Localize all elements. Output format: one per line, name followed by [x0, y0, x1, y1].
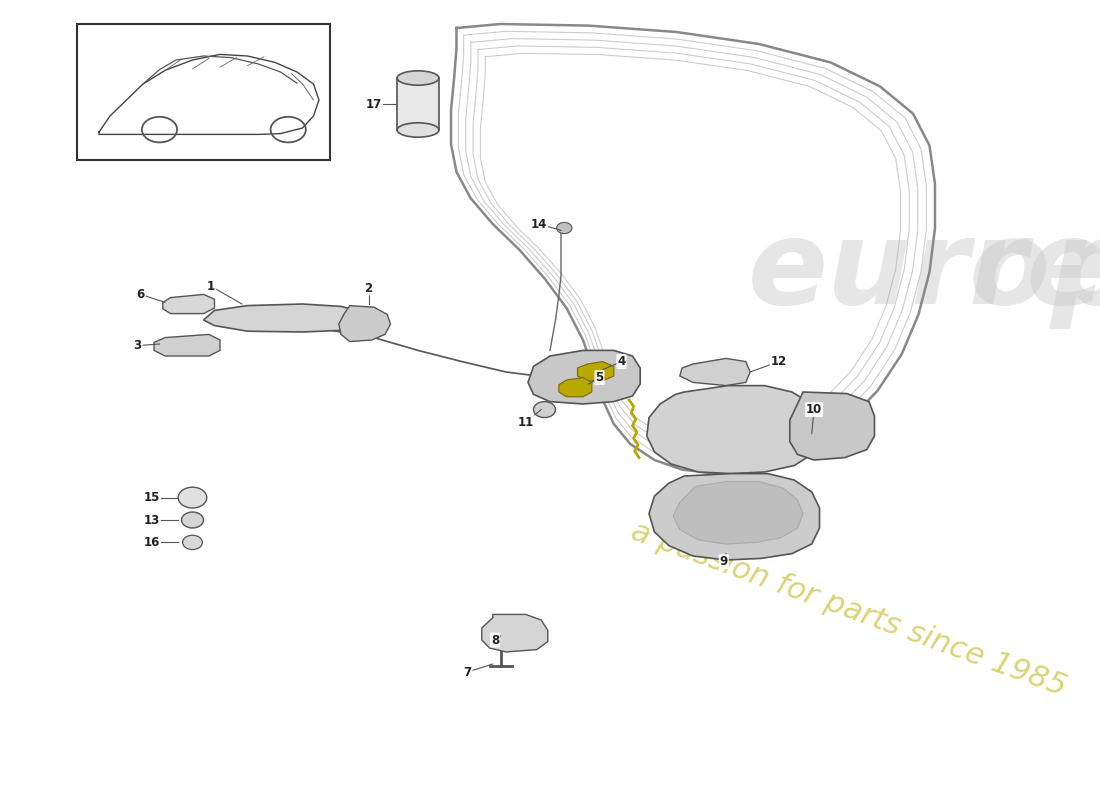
Text: 4: 4 [617, 355, 626, 368]
Ellipse shape [397, 70, 439, 86]
Polygon shape [790, 392, 874, 460]
Text: 1: 1 [207, 280, 216, 293]
Text: 16: 16 [144, 536, 159, 549]
Text: europ: europ [748, 214, 1100, 329]
Text: res: res [968, 214, 1100, 329]
Circle shape [178, 487, 207, 508]
Bar [397, 78, 439, 130]
Text: 5: 5 [595, 371, 604, 384]
Circle shape [182, 512, 204, 528]
Text: 7: 7 [463, 666, 472, 678]
Polygon shape [154, 334, 220, 356]
Polygon shape [647, 386, 820, 474]
Text: 11: 11 [518, 416, 534, 429]
Polygon shape [578, 362, 614, 381]
Text: 8: 8 [491, 634, 499, 646]
Text: 9: 9 [719, 555, 728, 568]
Text: 3: 3 [133, 339, 142, 352]
Text: a passion for parts since 1985: a passion for parts since 1985 [627, 517, 1070, 702]
Text: 13: 13 [144, 514, 159, 526]
Polygon shape [339, 306, 390, 342]
Polygon shape [163, 294, 214, 314]
Text: 6: 6 [136, 288, 145, 301]
Ellipse shape [397, 122, 439, 138]
Polygon shape [528, 350, 640, 404]
Bar [77, 24, 330, 160]
Polygon shape [482, 614, 548, 652]
Text: 10: 10 [806, 403, 822, 416]
Polygon shape [680, 358, 750, 386]
Text: 2: 2 [364, 282, 373, 294]
Text: 17: 17 [366, 98, 382, 110]
Polygon shape [559, 378, 592, 397]
Text: 15: 15 [144, 491, 159, 504]
Text: 14: 14 [531, 218, 547, 230]
Circle shape [557, 222, 572, 234]
Polygon shape [673, 482, 803, 544]
Circle shape [183, 535, 202, 550]
Polygon shape [649, 474, 820, 560]
Polygon shape [204, 304, 368, 332]
Circle shape [534, 402, 556, 418]
Text: 12: 12 [771, 355, 786, 368]
